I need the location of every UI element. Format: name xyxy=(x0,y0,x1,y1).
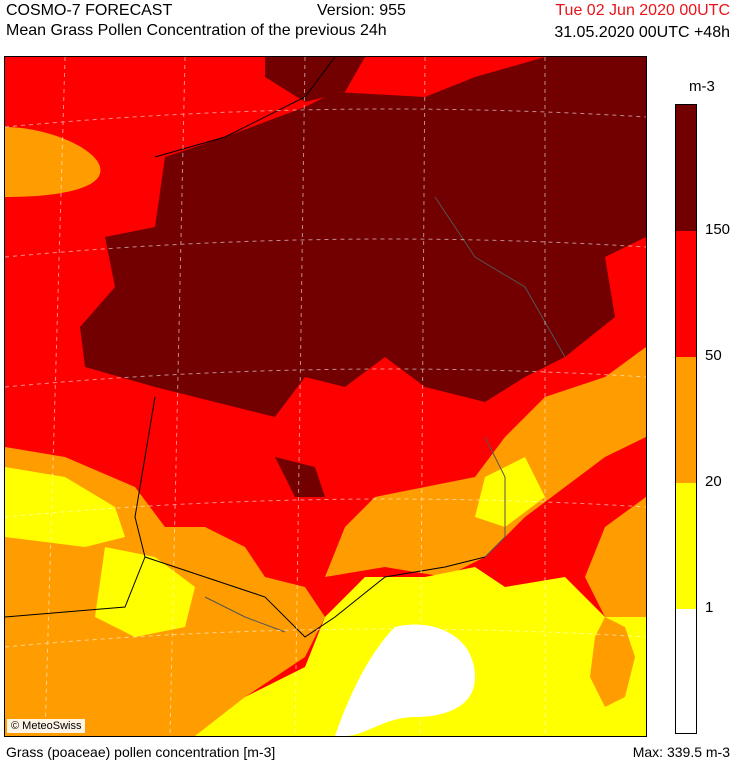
region-white-sea xyxy=(335,624,475,736)
legend-tick-50: 50 xyxy=(705,347,722,364)
legend-class-150plus xyxy=(676,105,696,231)
footer-description: Grass (poaceae) pollen concentration [m-… xyxy=(6,744,276,760)
version-label: Version: 955 xyxy=(317,2,406,19)
graticule xyxy=(5,57,646,736)
region-darkred-patch xyxy=(275,457,325,497)
region-darkred-france xyxy=(80,57,646,417)
region-darkred-ne xyxy=(605,57,646,117)
legend-unit: m-3 xyxy=(689,78,715,95)
legend-class-50-150 xyxy=(676,231,696,357)
region-darkred-north xyxy=(265,57,365,102)
region-yellow-pyrenees xyxy=(95,547,195,637)
coastline-south xyxy=(144,556,486,638)
coastline-west xyxy=(134,396,156,558)
legend-class-20-50 xyxy=(676,357,696,483)
region-yellow-biscay xyxy=(5,467,125,547)
region-corsica xyxy=(590,617,635,707)
legend-tick-150: 150 xyxy=(705,221,731,238)
region-yellow-alps xyxy=(475,457,545,527)
coastline-spain xyxy=(5,556,146,618)
meteoswiss-credit: © MeteoSwiss xyxy=(7,719,86,733)
valid-date: Tue 02 Jun 2020 00UTC xyxy=(555,2,730,19)
map-subtitle: Mean Grass Pollen Concentration of the p… xyxy=(6,22,387,39)
color-legend xyxy=(675,104,697,734)
pollen-map: © MeteoSwiss xyxy=(4,56,647,737)
model-title: COSMO-7 FORECAST xyxy=(6,2,173,19)
region-orange-brittany xyxy=(5,127,101,197)
run-time: 31.05.2020 00UTC +48h xyxy=(554,24,730,41)
region-orange-alps xyxy=(325,347,646,577)
border-pyrenees xyxy=(204,596,286,633)
border-alps xyxy=(484,436,506,558)
legend-tick-1: 1 xyxy=(705,599,714,616)
coastline-north xyxy=(154,57,336,158)
footer-max: Max: 339.5 m-3 xyxy=(632,744,730,760)
legend-class-below1 xyxy=(676,609,696,733)
legend-tick-20: 20 xyxy=(705,473,722,490)
legend-class-1-20 xyxy=(676,483,696,609)
region-orange-italy xyxy=(585,497,646,617)
